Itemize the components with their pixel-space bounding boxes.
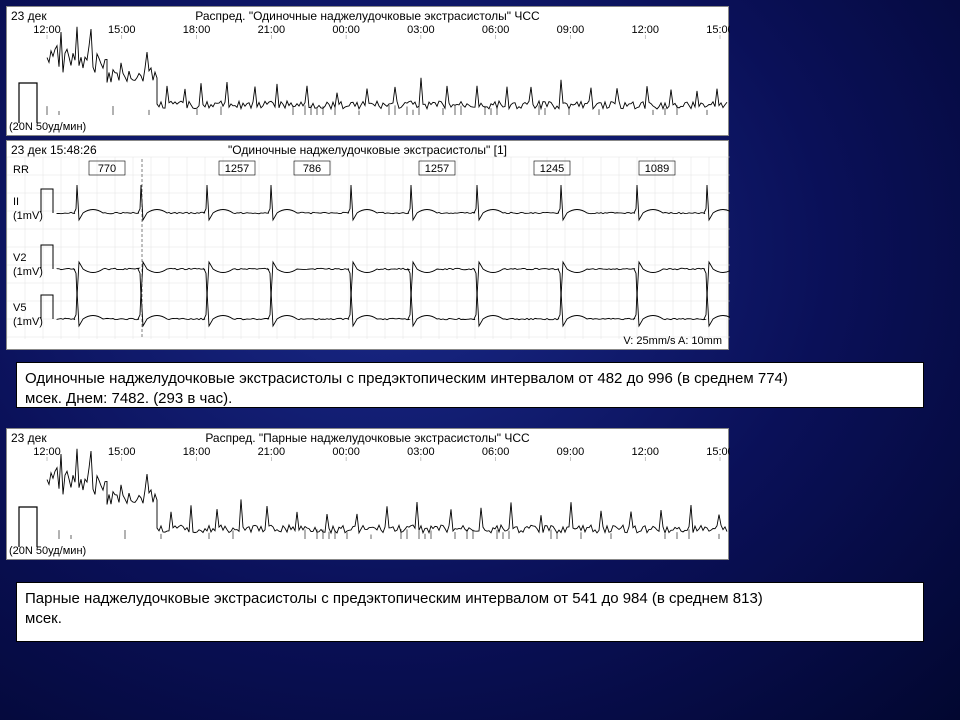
svg-text:18:00: 18:00 (183, 446, 211, 458)
panel2-date: 23 дек 15:48:26 (11, 143, 97, 157)
svg-text:(1mV): (1mV) (13, 316, 43, 328)
svg-text:15:00: 15:00 (706, 24, 730, 36)
svg-text:RR: RR (13, 164, 29, 176)
textbox-single-pvc: Одиночные наджелудочковые экстрасистолы … (16, 362, 924, 408)
panel-trend-single: 23 дек Распред. "Одиночные наджелудочков… (6, 6, 729, 136)
tb1-line2: мсек. Днем: 7482. (293 в час). (25, 389, 915, 409)
panel3-date: 23 дек (11, 431, 47, 445)
svg-text:15:00: 15:00 (706, 446, 730, 458)
svg-text:00:00: 00:00 (332, 446, 360, 458)
textbox-paired-pvc: Парные наджелудочковые экстрасистолы с п… (16, 582, 924, 642)
svg-text:1245: 1245 (540, 163, 564, 175)
svg-text:12:00: 12:00 (631, 24, 659, 36)
panel-trend-paired: 23 дек Распред. "Парные наджелудочковые … (6, 428, 729, 560)
svg-text:II: II (13, 196, 19, 208)
svg-text:21:00: 21:00 (258, 24, 286, 36)
panel3-chart: 12:00 15:00 18:00 21:00 00:00 03:00 06:00 09:00… (7, 429, 730, 561)
panel1-footer: (20N 50уд/мин) (9, 121, 86, 133)
panel1-title: Распред. "Одиночные наджелудочковые экст… (195, 9, 539, 23)
svg-text:770: 770 (98, 163, 116, 175)
panel1-date: 23 дек (11, 9, 47, 23)
svg-text:15:00: 15:00 (108, 24, 136, 36)
svg-text:09:00: 09:00 (557, 446, 585, 458)
svg-text:V5: V5 (13, 302, 26, 314)
svg-text:12:00: 12:00 (631, 446, 659, 458)
panel3-footer: (20N 50уд/мин) (9, 545, 86, 557)
svg-text:21:00: 21:00 (258, 446, 286, 458)
panel3-title: Распред. "Парные наджелудочковые экстрас… (205, 431, 529, 445)
panel-ecg-strip: 23 дек 15:48:26 "Одиночные наджелудочков… (6, 140, 729, 350)
svg-text:1089: 1089 (645, 163, 669, 175)
tb2-line1: Парные наджелудочковые экстрасистолы с п… (25, 589, 915, 609)
panel2-chart: RR 770 1257 786 1257 1245 1089 II (1mV) V2 (1mV) V5… (7, 141, 730, 351)
svg-text:786: 786 (303, 163, 321, 175)
svg-text:03:00: 03:00 (407, 446, 435, 458)
panel1-chart: 12:00 15:00 18:00 21:00 00:00 03:00 06:00 09:00… (7, 7, 730, 137)
svg-text:12:00: 12:00 (33, 446, 61, 458)
svg-text:(1mV): (1mV) (13, 266, 43, 278)
svg-text:12:00: 12:00 (33, 24, 61, 36)
tb2-line2: мсек. (25, 609, 915, 629)
svg-text:06:00: 06:00 (482, 24, 510, 36)
svg-text:1257: 1257 (425, 163, 449, 175)
svg-text:15:00: 15:00 (108, 446, 136, 458)
tb1-line1: Одиночные наджелудочковые экстрасистолы … (25, 369, 915, 389)
svg-text:V2: V2 (13, 252, 26, 264)
svg-text:09:00: 09:00 (557, 24, 585, 36)
panel2-scale: V: 25mm/s A: 10mm (623, 335, 722, 347)
svg-text:18:00: 18:00 (183, 24, 211, 36)
svg-text:(1mV): (1mV) (13, 210, 43, 222)
svg-text:03:00: 03:00 (407, 24, 435, 36)
svg-text:06:00: 06:00 (482, 446, 510, 458)
svg-text:00:00: 00:00 (332, 24, 360, 36)
svg-text:1257: 1257 (225, 163, 249, 175)
panel2-title: "Одиночные наджелудочковые экстрасистолы… (228, 143, 507, 157)
